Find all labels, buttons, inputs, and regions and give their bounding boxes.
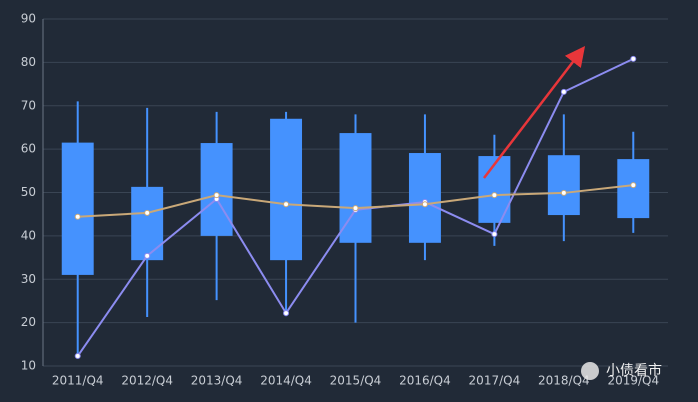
x-tick-label: 2013/Q4 [191, 374, 243, 388]
y-tick-label: 50 [21, 185, 36, 199]
y-tick-label: 30 [21, 272, 36, 286]
x-tick-label: 2019/Q4 [607, 374, 659, 388]
point [144, 252, 151, 259]
point [630, 182, 637, 189]
x-tick-label: 2016/Q4 [399, 374, 451, 388]
box [61, 142, 94, 275]
box [408, 153, 441, 243]
y-tick-label: 60 [21, 142, 36, 156]
point [213, 192, 220, 199]
point [560, 189, 567, 196]
point [283, 310, 290, 317]
box [270, 118, 303, 261]
box [617, 159, 650, 219]
point [144, 209, 151, 216]
point [74, 353, 81, 360]
x-tick-label: 2011/Q4 [52, 374, 104, 388]
y-tick-label: 70 [21, 98, 36, 112]
point [421, 201, 428, 208]
x-tick-label: 2015/Q4 [330, 374, 382, 388]
x-tick-label: 2012/Q4 [121, 374, 173, 388]
point [74, 213, 81, 220]
annotation-arrow [483, 46, 586, 179]
point [630, 55, 637, 62]
point [283, 201, 290, 208]
x-tick-label: 2017/Q4 [469, 374, 521, 388]
y-tick-label: 10 [21, 359, 36, 373]
y-tick-label: 80 [21, 55, 36, 69]
point [560, 88, 567, 95]
x-tick-label: 2014/Q4 [260, 374, 312, 388]
point [491, 192, 498, 199]
box [131, 186, 164, 261]
point [491, 231, 498, 238]
y-tick-label: 40 [21, 228, 36, 242]
box [200, 143, 233, 236]
y-tick-label: 20 [21, 315, 36, 329]
y-tick-label: 90 [21, 12, 36, 26]
x-tick-label: 2018/Q4 [538, 374, 590, 388]
watermark-icon [581, 362, 599, 380]
box [547, 155, 580, 216]
watermark: 小债看市 [606, 362, 662, 379]
point [352, 205, 359, 212]
